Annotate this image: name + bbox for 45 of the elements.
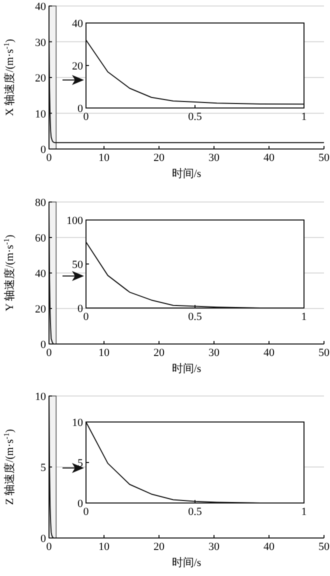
y-tick-label: 0 — [78, 303, 84, 315]
x-tick-label: 40 — [264, 152, 275, 164]
x-tick-label: 30 — [208, 541, 220, 553]
x-tick-label: 0.5 — [188, 311, 202, 323]
y-tick-label: 40 — [72, 18, 84, 30]
y-tick-label: 40 — [35, 1, 46, 13]
x-tick-label: 20 — [154, 347, 165, 359]
y-tick-label: 80 — [35, 197, 46, 209]
x-tick-label: 10 — [98, 152, 110, 164]
y-tick-label: 20 — [35, 72, 46, 84]
y-tick-label: 20 — [35, 304, 46, 316]
y-tick-label: 60 — [35, 232, 46, 244]
y-tick-label: 100 — [66, 215, 84, 227]
y-tick-label: 50 — [72, 259, 84, 271]
x-tick-label: 50 — [318, 541, 330, 553]
y-tick-label: 30 — [35, 36, 46, 49]
x-tick-label: 1 — [301, 311, 307, 323]
x-tick-label: 0.5 — [188, 111, 202, 123]
x-tick-label: 1 — [301, 506, 307, 518]
x-axis-title: 时间/s — [172, 362, 202, 375]
x-tick-label: 40 — [264, 347, 275, 359]
x-tick-label: 50 — [318, 152, 330, 164]
x-tick-label: 40 — [264, 541, 275, 553]
y-tick-label: 0 — [78, 498, 84, 510]
y-tick-label: 0 — [78, 103, 84, 115]
y-tick-label: 10 — [35, 391, 46, 403]
y-tick-label: 5 — [40, 462, 46, 474]
x-tick-label: 20 — [154, 152, 165, 164]
x-axis-title: 时间/s — [172, 167, 202, 180]
x-tick-label: 10 — [98, 347, 110, 359]
y-tick-label: 0 — [40, 339, 46, 351]
x-tick-label: 0.5 — [188, 506, 202, 518]
y-tick-label: 20 — [72, 60, 84, 72]
x-tick-label: 50 — [318, 347, 330, 359]
y-tick-label: 40 — [35, 268, 46, 280]
x-tick-label: 30 — [208, 347, 220, 359]
x-tick-label: 1 — [301, 111, 307, 123]
x-axis-title: 时间/s — [172, 556, 202, 569]
x-tick-label: 30 — [208, 152, 220, 164]
y-tick-label: 0 — [40, 144, 46, 156]
x-tick-label: 10 — [98, 541, 110, 553]
x-tick-label: 20 — [154, 541, 165, 553]
y-tick-label: 0 — [40, 533, 46, 545]
y-tick-label: 5 — [78, 458, 84, 470]
y-tick-label: 10 — [72, 417, 84, 429]
